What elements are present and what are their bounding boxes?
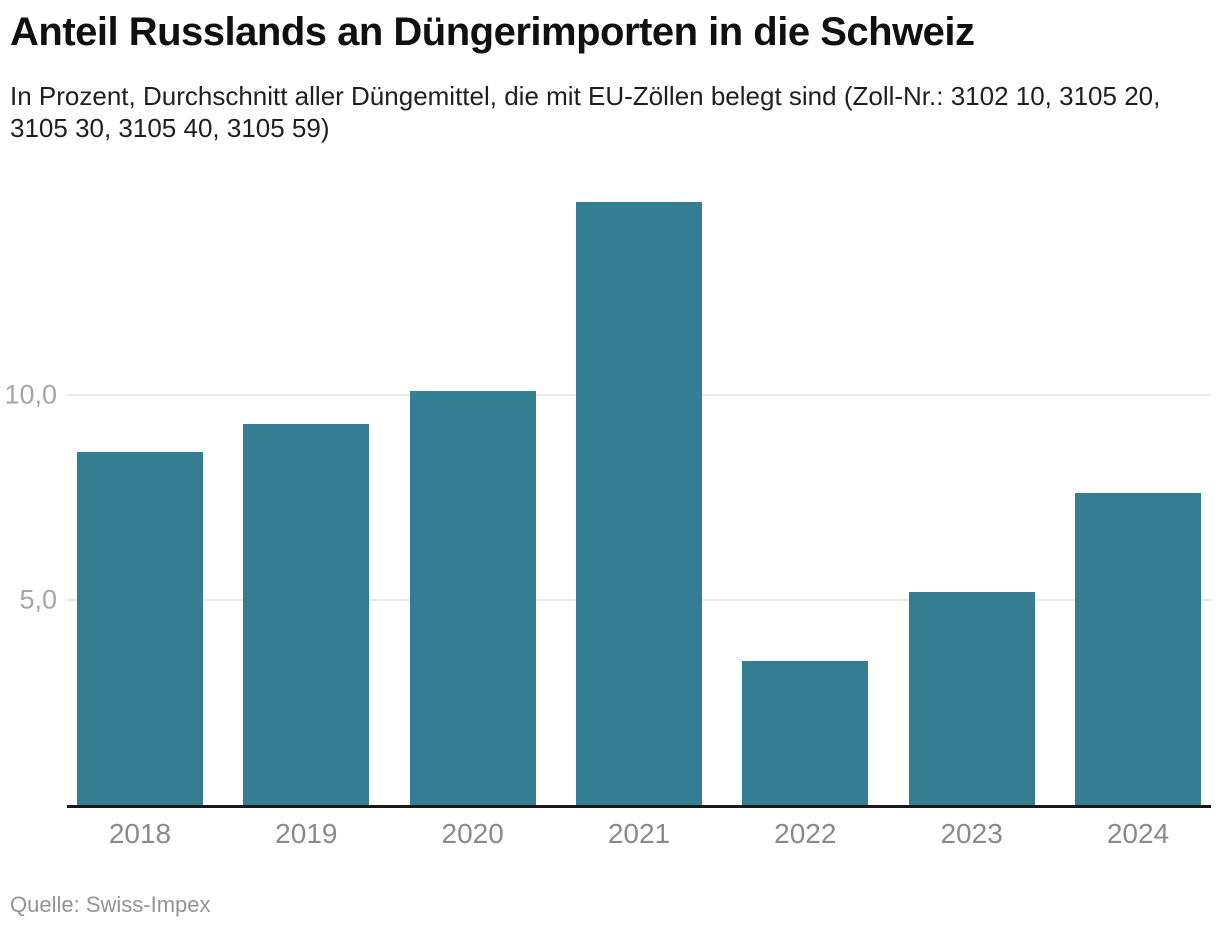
x-axis-tick-label: 2023	[940, 818, 1003, 849]
bar-2022	[742, 661, 869, 805]
plot-area: 5,0 10,0	[4, 190, 1211, 808]
chart-subtitle: In Prozent, Durchschnitt aller Düngemitt…	[10, 81, 1161, 143]
bar-2023	[908, 592, 1035, 805]
x-axis-tick-label: 2019	[275, 818, 338, 849]
y-axis-tick-label: 10,0	[4, 379, 57, 410]
x-axis-line	[67, 805, 1211, 808]
bar-2019	[243, 424, 370, 805]
x-axis-tick-label: 2018	[108, 818, 172, 849]
x-axis-tick-label: 2020	[441, 818, 504, 849]
bar-2024	[1074, 493, 1201, 805]
bar-2020	[409, 391, 536, 805]
bar-2021	[575, 202, 702, 805]
x-axis-tick-label: 2024	[1106, 818, 1170, 849]
bar-2018	[77, 452, 203, 805]
bars-row	[67, 190, 1211, 805]
x-axis-labels: 2018 2019 2020 2021 2022 2023 2024	[67, 818, 1211, 850]
x-axis-tick-label: 2021	[607, 818, 671, 849]
source-note: Quelle: Swiss-Impex	[10, 892, 211, 917]
y-axis-tick-label: 5,0	[19, 584, 57, 615]
x-axis-tick-label: 2022	[774, 818, 837, 849]
chart-title: Anteil Russlands an Düngerimporten in di…	[10, 10, 975, 54]
